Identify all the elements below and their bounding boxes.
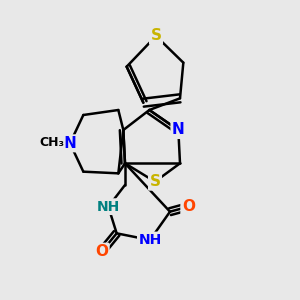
Text: NH: NH (138, 233, 162, 247)
Text: S: S (151, 28, 161, 44)
Text: CH₃: CH₃ (39, 136, 64, 149)
Text: O: O (95, 244, 108, 259)
Text: NH: NH (97, 200, 120, 214)
Text: O: O (182, 199, 195, 214)
Text: N: N (64, 136, 76, 151)
Text: N: N (172, 122, 185, 137)
Text: S: S (149, 174, 161, 189)
